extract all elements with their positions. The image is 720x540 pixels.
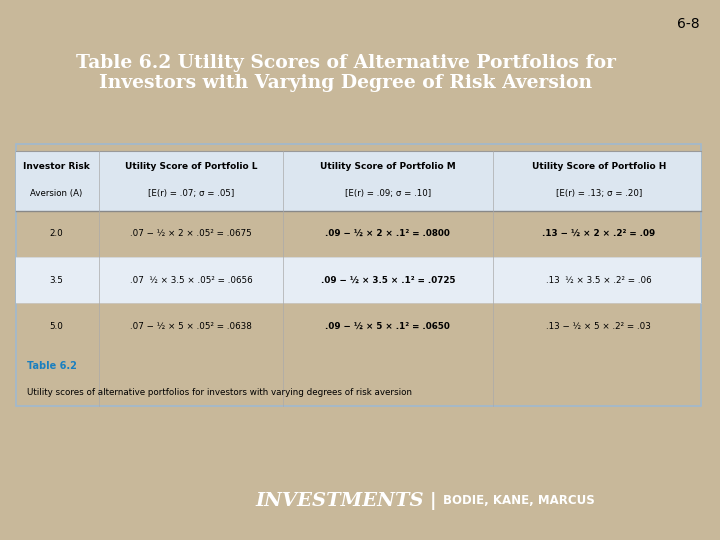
Text: [E(r) = .13; σ = .20]: [E(r) = .13; σ = .20] (556, 189, 642, 198)
Text: Investor Risk: Investor Risk (23, 162, 89, 171)
Text: .07 − ½ × 2 × .05² = .0675: .07 − ½ × 2 × .05² = .0675 (130, 229, 252, 238)
Text: 5.0: 5.0 (49, 322, 63, 331)
Text: Utility Score of Portfolio H: Utility Score of Portfolio H (531, 162, 666, 171)
Text: BODIE, KANE, MARCUS: BODIE, KANE, MARCUS (443, 494, 595, 507)
Text: .09 − ½ × 3.5 × .1² = .0725: .09 − ½ × 3.5 × .1² = .0725 (320, 275, 455, 285)
Text: Utility Score of Portfolio M: Utility Score of Portfolio M (320, 162, 456, 171)
Text: Utility Score of Portfolio L: Utility Score of Portfolio L (125, 162, 257, 171)
Text: 2.0: 2.0 (49, 229, 63, 238)
Text: .07  ½ × 3.5 × .05² = .0656: .07 ½ × 3.5 × .05² = .0656 (130, 275, 252, 285)
Text: INVESTMENTS: INVESTMENTS (256, 491, 424, 510)
Text: Table 6.2 Utility Scores of Alternative Portfolios for
Investors with Varying De: Table 6.2 Utility Scores of Alternative … (76, 53, 616, 92)
Text: .09 − ½ × 5 × .1² = .0650: .09 − ½ × 5 × .1² = .0650 (325, 322, 451, 331)
Text: Aversion (A): Aversion (A) (30, 189, 82, 198)
Bar (17, 151, 701, 211)
Text: 6-8: 6-8 (678, 17, 700, 31)
Text: .13  ½ × 3.5 × .2² = .06: .13 ½ × 3.5 × .2² = .06 (546, 275, 652, 285)
Text: 3.5: 3.5 (49, 275, 63, 285)
Text: |: | (430, 491, 436, 510)
Bar (17, 257, 701, 303)
Text: Utility scores of alternative portfolios for investors with varying degrees of r: Utility scores of alternative portfolios… (27, 388, 412, 397)
Text: .13 − ½ × 2 × .2² = .09: .13 − ½ × 2 × .2² = .09 (542, 229, 655, 238)
Text: [E(r) = .07; σ = .05]: [E(r) = .07; σ = .05] (148, 189, 234, 198)
Text: Table 6.2: Table 6.2 (27, 361, 76, 372)
Text: .09 − ½ × 2 × .1² = .0800: .09 − ½ × 2 × .1² = .0800 (325, 229, 451, 238)
Text: .07 − ½ × 5 × .05² = .0638: .07 − ½ × 5 × .05² = .0638 (130, 322, 252, 331)
Text: .13 − ½ × 5 × .2² = .03: .13 − ½ × 5 × .2² = .03 (546, 322, 651, 331)
Text: [E(r) = .09; σ = .10]: [E(r) = .09; σ = .10] (345, 189, 431, 198)
